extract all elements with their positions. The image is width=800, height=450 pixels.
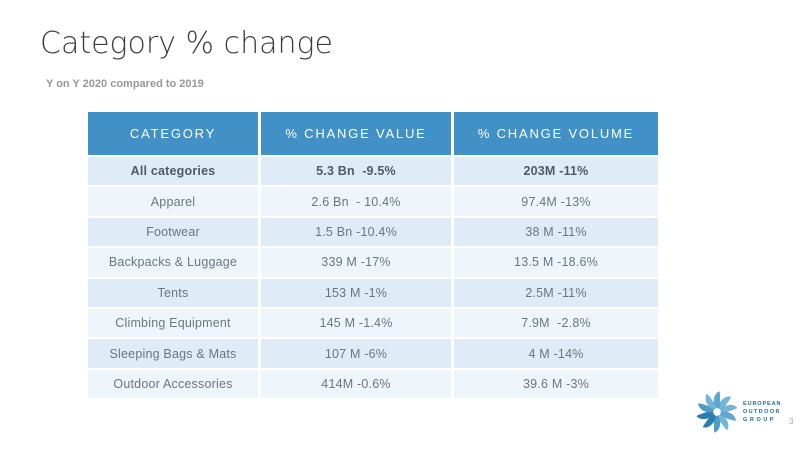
cell-category-row-3: Backpacks & Luggage — [88, 248, 258, 277]
cell-volume-row-4: 2.5M -11% — [454, 278, 658, 307]
cell-volume-row-3: 13.5 M -18.6% — [454, 248, 658, 277]
category-change-table: CATEGORY % CHANGE VALUE % CHANGE VOLUME … — [88, 112, 658, 399]
column-header-category: CATEGORY — [88, 112, 258, 155]
cell-value-row-7: 414M -0.6% — [261, 369, 451, 399]
page-number: 3 — [789, 417, 794, 426]
cell-value-row-1: 2.6 Bn - 10.4% — [261, 187, 451, 216]
cell-category-row-2: Footwear — [88, 217, 258, 247]
page-title: Category % change — [40, 26, 333, 61]
column-header-change-value: % CHANGE VALUE — [261, 112, 451, 155]
cell-value-row-3: 339 M -17% — [261, 248, 451, 277]
cell-volume-row-0: 203M -11% — [454, 157, 658, 186]
cell-value-row-6: 107 M -6% — [261, 339, 451, 368]
logo-line-outdoor: OUTDOOR — [743, 408, 781, 415]
cell-volume-row-7: 39.6 M -3% — [454, 369, 658, 399]
european-outdoor-group-logo: EUROPEAN OUTDOOR GROUP — [696, 388, 800, 436]
column-header-change-volume: % CHANGE VOLUME — [454, 112, 658, 155]
cell-value-row-2: 1.5 Bn -10.4% — [261, 217, 451, 247]
cell-category-row-6: Sleeping Bags & Mats — [88, 339, 258, 368]
cell-value-row-0: 5.3 Bn -9.5% — [261, 157, 451, 186]
cell-category-row-5: Climbing Equipment — [88, 308, 258, 338]
cell-value-row-5: 145 M -1.4% — [261, 308, 451, 338]
cell-category-row-1: Apparel — [88, 187, 258, 216]
logo-wordmark: EUROPEAN OUTDOOR GROUP — [743, 400, 781, 425]
cell-volume-row-1: 97.4M -13% — [454, 187, 658, 216]
cell-category-row-7: Outdoor Accessories — [88, 369, 258, 399]
cell-value-row-4: 153 M -1% — [261, 278, 451, 307]
logo-line-group: GROUP — [743, 417, 777, 424]
page-subtitle: Y on Y 2020 compared to 2019 — [46, 78, 204, 90]
cell-volume-row-5: 7.9M -2.8% — [454, 308, 658, 338]
cell-volume-row-2: 38 M -11% — [454, 217, 658, 247]
logo-line-european: EUROPEAN — [743, 400, 782, 407]
cell-volume-row-6: 4 M -14% — [454, 339, 658, 368]
cell-category-row-0: All categories — [88, 157, 258, 186]
cell-category-row-4: Tents — [88, 278, 258, 307]
pinwheel-swirl-icon — [696, 391, 738, 433]
